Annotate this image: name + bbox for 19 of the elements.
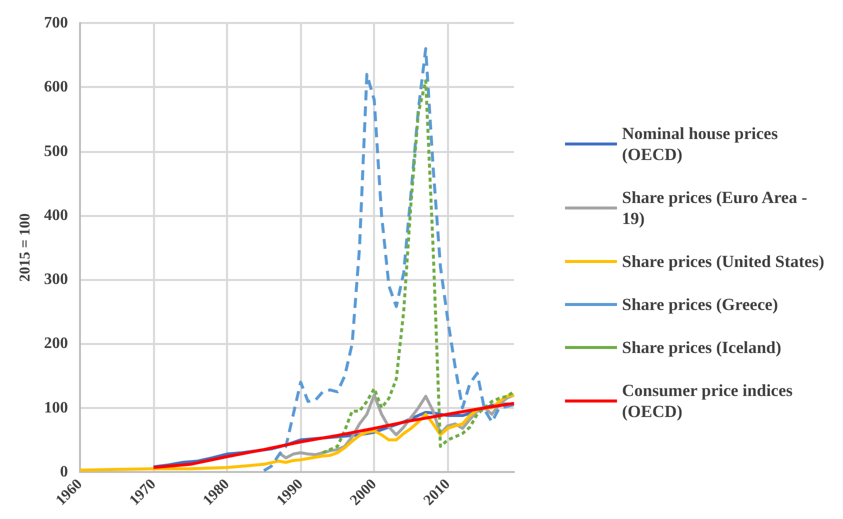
line-series xyxy=(262,47,516,472)
y-tick-label: 500 xyxy=(44,142,68,160)
legend-label: Share prices (Iceland) xyxy=(622,338,782,357)
x-tick-label: 1970 xyxy=(126,476,160,509)
legend-label: Nominal house prices (OECD) xyxy=(622,124,782,164)
x-tick-label: 1980 xyxy=(200,476,233,509)
y-tick-label: 200 xyxy=(44,335,68,352)
legend-label: Share prices (Euro Area - 19) xyxy=(622,188,812,228)
line-series xyxy=(321,79,516,454)
y-tick-label: 100 xyxy=(44,399,68,416)
y-tick-label: 400 xyxy=(44,206,68,224)
y-tick-label: 700 xyxy=(44,14,68,32)
y-axis-title: 2015 = 100 xyxy=(18,213,34,282)
legend-label: Consumer price indices (OECD) xyxy=(622,381,797,421)
y-tick-label: 300 xyxy=(44,271,68,288)
x-tick-label: 1990 xyxy=(274,476,306,509)
y-tick-label: 600 xyxy=(44,78,68,96)
legend-label: Share prices (United States) xyxy=(622,252,824,271)
legend-label: Share prices (Greece) xyxy=(622,295,778,314)
